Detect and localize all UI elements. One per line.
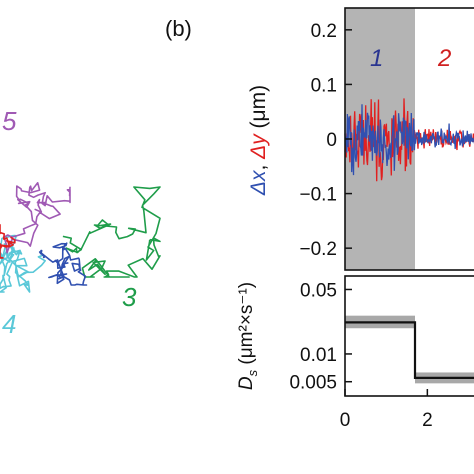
displacement-y-tick-label: 0	[326, 130, 337, 151]
diffusion-y-axis-label: Ds (μm²×s⁻¹)	[236, 282, 260, 390]
trajectory-4	[0, 224, 16, 259]
diffusion-plot-frame	[344, 275, 474, 397]
displacement-traces	[344, 98, 474, 182]
ylabel-comma: ,	[247, 159, 270, 171]
displacement-y-tick-label: −0.2	[299, 239, 337, 260]
trajectory-1	[62, 186, 161, 278]
displacement-y-tick-label: −0.1	[299, 185, 337, 206]
trajectory-label-4: 4	[2, 309, 16, 339]
diffusion-y-tick-label: 0.005	[289, 373, 337, 394]
displacement-y-axis-label: Δx, Δy (μm)	[247, 85, 270, 196]
displacement-plot: 0.2 0.1 0 −0.1 −0.2 1 2 Δx, Δy (μm)	[247, 7, 474, 271]
diffusion-y-tick-label: 0.01	[300, 345, 337, 366]
segment-label-2: 2	[437, 45, 451, 72]
trace-dx	[344, 104, 474, 176]
diffusion-x-tick-label: 0	[340, 410, 351, 431]
trajectory-label-3: 3	[122, 282, 137, 312]
ylabel-unit: (μm)	[247, 85, 270, 134]
ds-label-main: D	[236, 376, 257, 390]
diffusion-y-tick-label: 0.05	[300, 280, 337, 301]
ylabel-dx: Δx	[247, 169, 270, 196]
displacement-y-tick-label: 0.2	[311, 21, 337, 42]
ds-label-unit: (μm²×s⁻¹)	[236, 282, 257, 370]
trajectory-panel	[0, 182, 161, 293]
trajectory-labels: 5 3 4	[2, 106, 137, 339]
trajectory-3	[3, 182, 71, 254]
diffusion-x-tick-label: 2	[422, 410, 433, 431]
trajectory-5	[38, 242, 88, 286]
ylabel-dy: Δy	[247, 133, 270, 160]
displacement-y-tick-label: 0.1	[311, 75, 337, 96]
displacement-y-ticks: 0.2 0.1 0 −0.1 −0.2	[299, 21, 352, 260]
diffusion-step-line	[345, 321, 474, 379]
ds-label-sub: s	[245, 369, 260, 376]
trajectory-label-5: 5	[2, 106, 17, 136]
panel-label: (b)	[165, 16, 192, 41]
diffusion-confidence-band	[345, 315, 474, 384]
segment-label-1: 1	[370, 45, 383, 72]
